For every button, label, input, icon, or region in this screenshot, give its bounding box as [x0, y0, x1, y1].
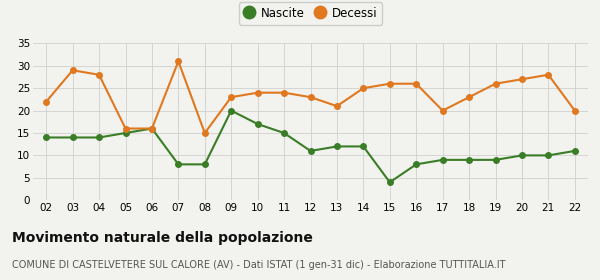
Decessi	[466, 95, 473, 99]
Legend: Nascite, Decessi: Nascite, Decessi	[239, 2, 382, 25]
Nascite	[334, 145, 341, 148]
Nascite	[518, 154, 526, 157]
Line: Decessi: Decessi	[43, 59, 578, 136]
Nascite	[545, 154, 552, 157]
Nascite	[280, 131, 287, 135]
Decessi	[95, 73, 103, 76]
Decessi	[280, 91, 287, 94]
Decessi	[545, 73, 552, 76]
Decessi	[518, 78, 526, 81]
Decessi	[148, 127, 155, 130]
Nascite	[571, 149, 578, 153]
Decessi	[43, 100, 50, 103]
Decessi	[254, 91, 261, 94]
Nascite	[254, 122, 261, 126]
Line: Nascite: Nascite	[43, 108, 578, 185]
Nascite	[439, 158, 446, 162]
Nascite	[122, 131, 129, 135]
Nascite	[69, 136, 76, 139]
Nascite	[386, 181, 394, 184]
Decessi	[122, 127, 129, 130]
Text: COMUNE DI CASTELVETERE SUL CALORE (AV) - Dati ISTAT (1 gen-31 dic) - Elaborazion: COMUNE DI CASTELVETERE SUL CALORE (AV) -…	[12, 260, 505, 270]
Decessi	[386, 82, 394, 85]
Nascite	[466, 158, 473, 162]
Nascite	[492, 158, 499, 162]
Nascite	[227, 109, 235, 112]
Decessi	[360, 87, 367, 90]
Decessi	[227, 95, 235, 99]
Nascite	[413, 163, 420, 166]
Decessi	[69, 69, 76, 72]
Nascite	[95, 136, 103, 139]
Nascite	[360, 145, 367, 148]
Nascite	[307, 149, 314, 153]
Decessi	[571, 109, 578, 112]
Nascite	[201, 163, 208, 166]
Decessi	[492, 82, 499, 85]
Decessi	[413, 82, 420, 85]
Decessi	[307, 95, 314, 99]
Nascite	[148, 127, 155, 130]
Decessi	[439, 109, 446, 112]
Decessi	[201, 131, 208, 135]
Nascite	[43, 136, 50, 139]
Nascite	[175, 163, 182, 166]
Decessi	[334, 104, 341, 108]
Decessi	[175, 60, 182, 63]
Text: Movimento naturale della popolazione: Movimento naturale della popolazione	[12, 231, 313, 245]
